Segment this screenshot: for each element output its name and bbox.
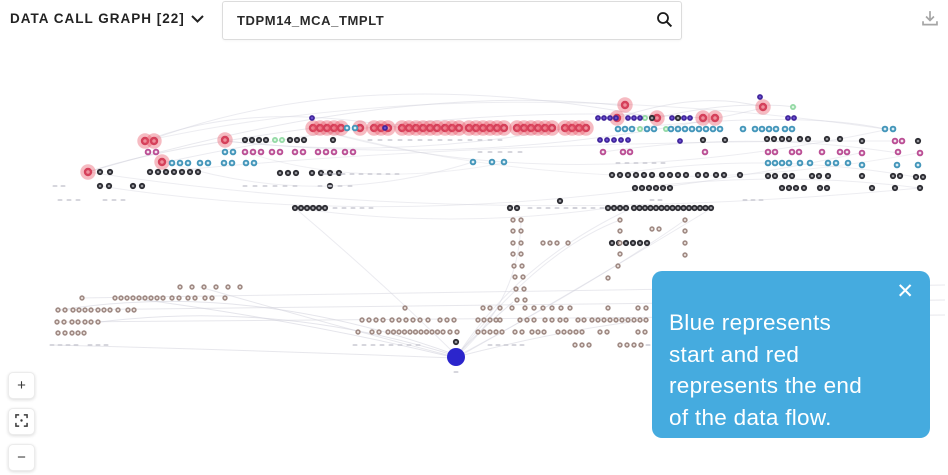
fit-view-icon	[15, 413, 28, 430]
search-icon	[656, 11, 673, 31]
zoom-out-button[interactable]: −	[8, 444, 35, 471]
search-box	[222, 1, 682, 40]
search-button[interactable]	[647, 2, 681, 39]
zoom-in-button[interactable]: +	[8, 372, 35, 399]
download-button[interactable]	[918, 8, 942, 32]
legend-tooltip: ✕ Blue represents start and red represen…	[652, 271, 930, 438]
chevron-down-icon	[191, 11, 204, 26]
zoom-controls: + −	[8, 372, 35, 471]
tooltip-close-button[interactable]: ✕	[892, 277, 918, 306]
tooltip-text-line: represents the end	[669, 373, 863, 398]
fit-view-button[interactable]	[8, 408, 35, 435]
search-input[interactable]	[223, 13, 647, 28]
tooltip-text-line: of the data flow.	[669, 404, 832, 430]
download-icon	[921, 10, 939, 31]
toolbar: DATA CALL GRAPH [22]	[0, 0, 948, 48]
tooltip-text-line: start and red	[669, 341, 800, 367]
tooltip-text-line: Blue represents	[669, 310, 832, 335]
graph-type-dropdown[interactable]: DATA CALL GRAPH [22]	[10, 11, 204, 26]
graph-type-label: DATA CALL GRAPH [22]	[10, 11, 185, 26]
